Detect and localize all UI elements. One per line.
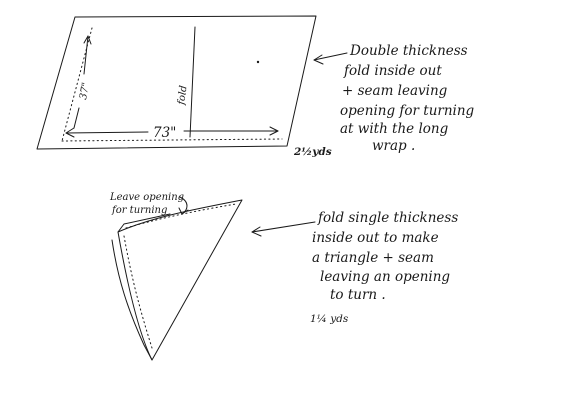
triangle-seam-top (125, 203, 237, 229)
bottom-yardage-label: 1¼ yds (310, 313, 349, 325)
bottom-note-line-1: fold single thickness (317, 210, 458, 226)
height-label: 37" (78, 82, 92, 101)
width-label: 73" (153, 125, 176, 141)
height-arrow-top-head (83, 35, 92, 45)
top-note-line-3: + seam leaving (342, 83, 448, 99)
top-pointer-arrow-head (313, 54, 324, 65)
triangle-folded-edge (111, 239, 153, 361)
top-note: Double thickness fold inside out + seam … (340, 43, 475, 154)
top-note-line-6: wrap . (372, 138, 415, 154)
bottom-note-line-5: to turn . (330, 287, 386, 303)
triangle-seam-left (123, 235, 153, 349)
bottom-note-line-4: leaving an opening (320, 269, 450, 285)
width-arrow-left-head (65, 127, 75, 138)
fabric-rectangle-outline (36, 15, 317, 150)
triangle-top-fold (117, 213, 171, 233)
bottom-note-line-2: inside out to make (312, 230, 439, 246)
top-note-line-4: opening for turning (340, 103, 475, 119)
leave-opening-line-1: Leave opening (109, 192, 184, 203)
top-note-line-2: fold inside out (343, 63, 442, 79)
bottom-note: fold single thickness inside out to make… (312, 210, 458, 303)
leave-opening-line-2: for turning (111, 205, 167, 216)
height-dimension-arrow (73, 35, 89, 129)
top-pointer-arrow (313, 52, 348, 61)
triangle-outline (117, 199, 243, 361)
fabric-dot (256, 60, 260, 64)
bottom-pointer-arrow-head (251, 226, 262, 237)
bottom-note-line-3: a triangle + seam (312, 250, 434, 266)
leave-opening-arrow-head (178, 207, 189, 215)
top-note-line-1: Double thickness (349, 43, 468, 59)
width-dimension-arrow (65, 130, 279, 134)
width-arrow-right-head (269, 126, 279, 136)
fold-label: fold (176, 85, 190, 107)
bottom-pointer-arrow (251, 221, 316, 233)
top-note-line-5: at with the long (340, 121, 449, 137)
rectangle-fabric-diagram: 73" 37" fold 2½yds Double thickness fold… (36, 15, 475, 158)
fold-line (189, 26, 196, 138)
top-yardage-label: 2½yds (293, 146, 332, 158)
seam-dotted-bottom (61, 138, 283, 142)
triangle-fabric-diagram: Leave opening for turning fold single th… (109, 192, 458, 361)
seam-dotted-left (61, 27, 93, 142)
